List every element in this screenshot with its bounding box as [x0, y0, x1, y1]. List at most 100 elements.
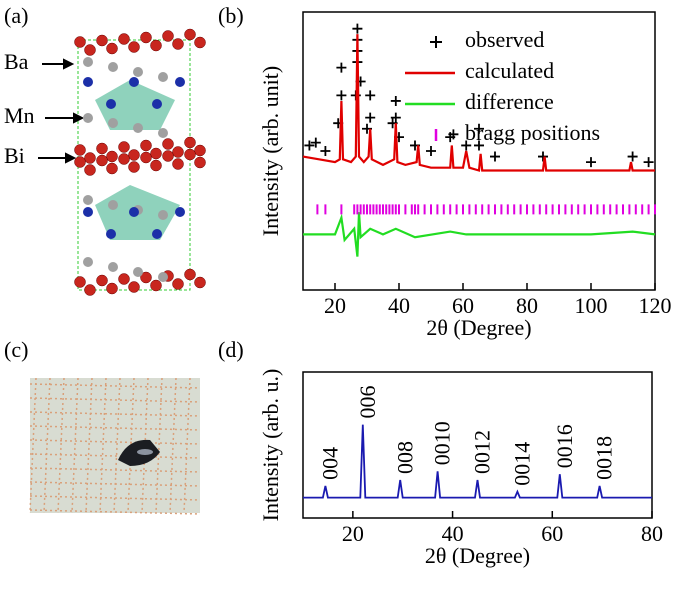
atom — [194, 156, 206, 169]
atom — [172, 158, 184, 170]
atom — [74, 276, 86, 288]
atom — [158, 272, 168, 282]
observed-point — [627, 151, 638, 162]
x-tick-label: 20 — [324, 293, 346, 318]
atom — [106, 42, 118, 55]
peak-label: 0018 — [592, 436, 617, 480]
atom — [96, 274, 108, 287]
observed-point — [336, 90, 347, 101]
atom — [158, 128, 168, 138]
atom — [83, 207, 93, 217]
atom — [158, 72, 168, 82]
atom — [74, 36, 86, 48]
atom — [150, 147, 162, 160]
atom — [194, 276, 206, 289]
atom — [162, 30, 174, 42]
atom — [84, 44, 96, 56]
atom — [140, 139, 152, 152]
grid-line — [29, 495, 201, 501]
atom — [128, 149, 140, 161]
atom — [172, 278, 184, 290]
observed-point — [310, 137, 321, 148]
grid-line — [29, 509, 201, 515]
atom — [152, 99, 162, 109]
peak-label: 0014 — [509, 442, 534, 486]
atom — [133, 267, 143, 277]
panel-label: (b) — [218, 3, 244, 28]
series-line — [302, 34, 655, 172]
panel-label: (d) — [218, 337, 244, 362]
observed-point — [643, 157, 654, 168]
photo — [29, 377, 201, 515]
legend-symbol — [430, 36, 442, 48]
observed-point — [474, 123, 484, 134]
grid-line — [29, 425, 201, 431]
atom — [84, 152, 96, 164]
atom — [83, 257, 93, 267]
atom — [194, 36, 206, 49]
atom — [108, 262, 118, 272]
observed-point — [352, 23, 363, 34]
atom — [83, 77, 93, 87]
atom — [118, 153, 130, 165]
x-tick-label: 80 — [516, 293, 538, 318]
peak-label: 006 — [355, 386, 380, 419]
atom — [83, 113, 93, 123]
octahedron — [95, 80, 175, 130]
grid-line — [29, 383, 201, 389]
atom — [108, 118, 118, 128]
x-tick-label: 80 — [641, 521, 663, 546]
y-axis-label: Intensity (arb. u.) — [258, 369, 283, 522]
grid-line — [29, 453, 201, 459]
atom — [83, 195, 93, 205]
peak-label: 0012 — [470, 430, 495, 474]
atom — [175, 77, 185, 87]
atom — [184, 148, 196, 161]
observed-point — [474, 140, 484, 151]
grid-line — [29, 439, 201, 445]
atom — [158, 210, 168, 220]
atom — [194, 144, 206, 157]
atom-label: Mn — [4, 103, 35, 128]
atom — [172, 38, 184, 50]
atom — [106, 229, 116, 239]
arrows — [38, 58, 85, 164]
atom — [106, 99, 116, 109]
atom — [106, 282, 118, 295]
atom — [84, 164, 96, 176]
atom — [184, 268, 196, 281]
x-axis-label: 2θ (Degree) — [426, 315, 531, 340]
atom — [108, 200, 118, 210]
x-tick-label: 120 — [639, 293, 672, 318]
legend-label: calculated — [465, 58, 554, 83]
atom — [133, 123, 143, 133]
atom — [129, 77, 139, 87]
atom — [74, 144, 86, 156]
observed-point — [490, 151, 500, 162]
atom — [140, 151, 152, 164]
x-tick-label: 40 — [388, 293, 410, 318]
atom — [128, 161, 140, 173]
observed-point — [426, 146, 436, 156]
x-tick-label: 40 — [442, 521, 464, 546]
atom — [184, 136, 196, 149]
observed-point — [320, 146, 331, 156]
grid-line — [29, 467, 201, 473]
atom — [150, 279, 162, 292]
peak-label: 0016 — [552, 424, 577, 468]
atom-label: Ba — [4, 49, 29, 74]
atom — [83, 57, 93, 67]
atom — [118, 33, 130, 45]
legend-label: difference — [465, 89, 554, 114]
atom — [150, 159, 162, 172]
observed-point — [390, 112, 401, 123]
grid-line — [29, 411, 201, 417]
observed-point — [365, 112, 376, 123]
plot-frame — [302, 11, 656, 291]
x-tick-label: 100 — [575, 293, 608, 318]
legend-label: observed — [465, 27, 544, 52]
grid-line — [29, 397, 201, 403]
plot-frame — [302, 371, 653, 519]
observed-point — [304, 140, 315, 151]
atom — [108, 62, 118, 72]
